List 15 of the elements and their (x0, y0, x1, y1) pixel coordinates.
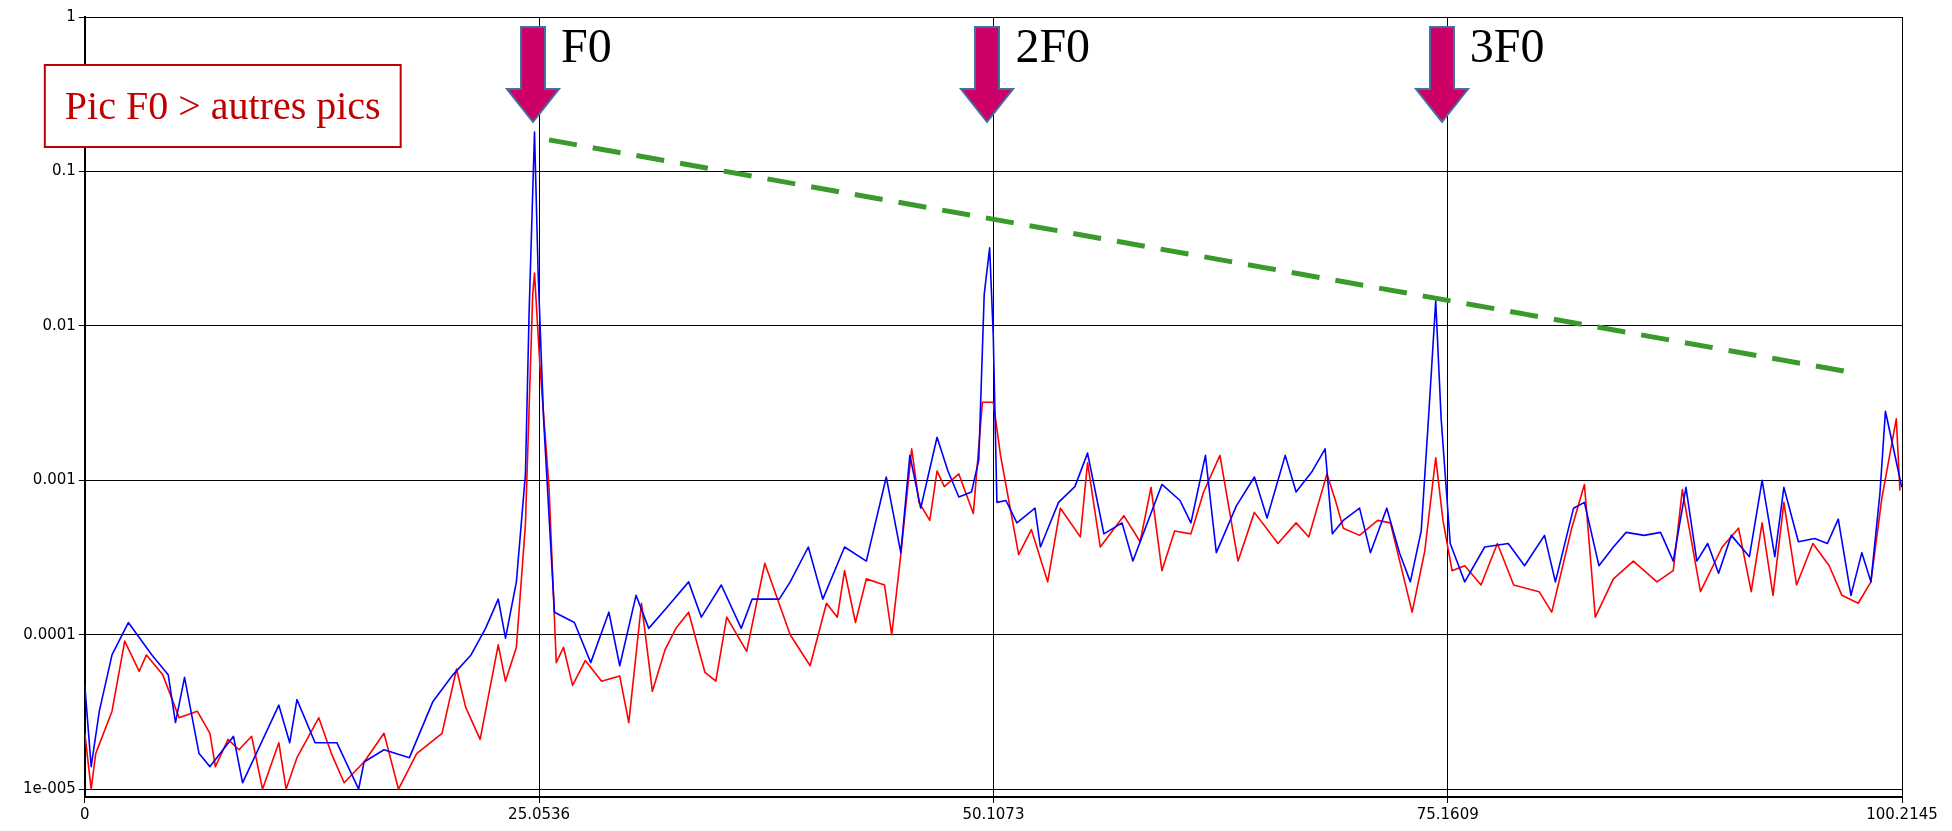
y-tick-label: 1 (66, 6, 76, 25)
y-tick-label: 0.001 (32, 470, 76, 489)
y-tick-label: 0.1 (51, 161, 76, 180)
annotation: 3F0 (1469, 18, 1545, 72)
annotation: 2F0 (1015, 18, 1091, 72)
x-tick-label: 25.0536 (508, 804, 571, 823)
x-tick-label: 75.1609 (1416, 804, 1479, 823)
x-tick-label: 100.2145 (1866, 804, 1938, 823)
y-tick-label: 0.0001 (23, 624, 76, 643)
annotation: F0 (561, 18, 612, 72)
x-tick-label: 0 (80, 804, 90, 823)
y-tick-label: 0.01 (42, 315, 76, 334)
annotation: Pic F0 > autres pics (64, 82, 381, 128)
x-tick-label: 50.1073 (962, 804, 1025, 823)
y-tick-label: 1e-005 (22, 779, 76, 798)
